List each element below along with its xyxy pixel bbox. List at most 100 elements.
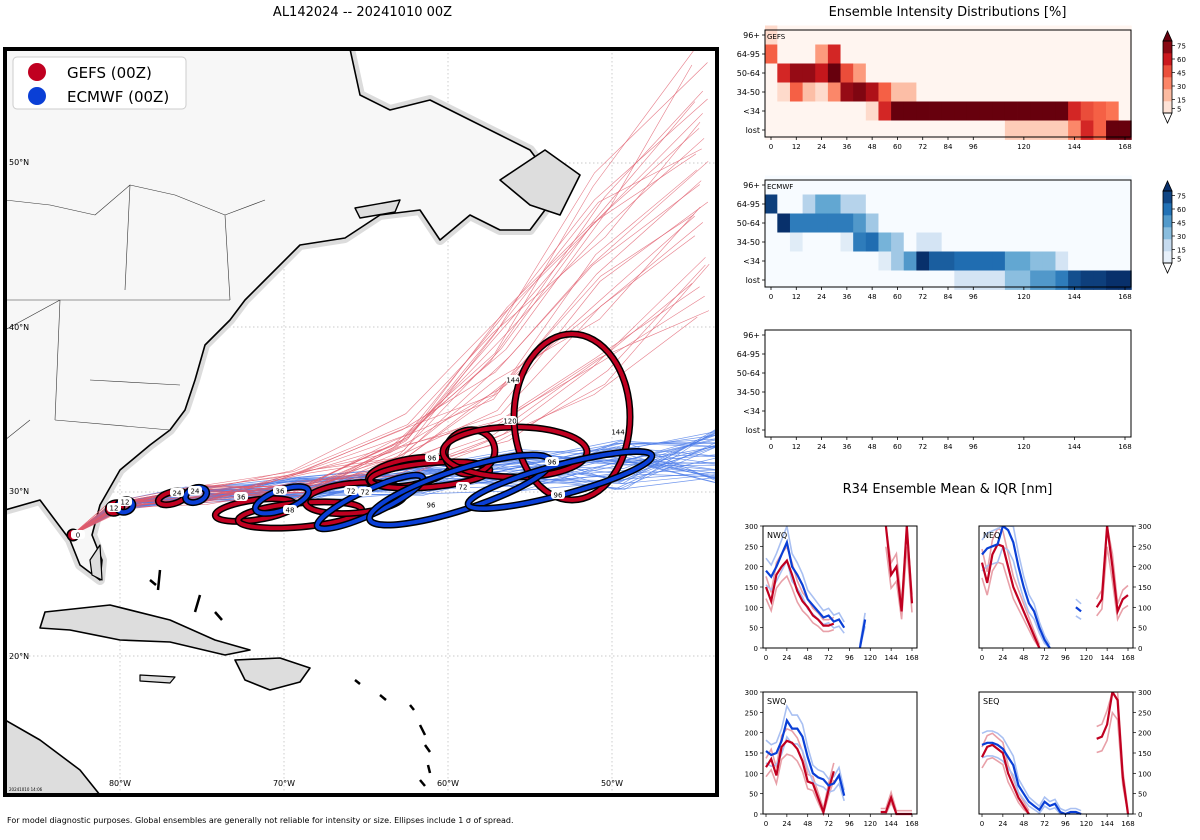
colorbar-segment xyxy=(1163,89,1172,102)
heatmap-cell xyxy=(929,175,943,195)
r34-ytick: 0 xyxy=(1138,645,1142,653)
heatmap-cell xyxy=(1106,82,1120,102)
r34-iqr-line xyxy=(880,789,912,812)
heatmap-cell xyxy=(789,213,804,233)
heatmap-cell xyxy=(941,82,955,102)
heatmap-xtick: 84 xyxy=(944,293,953,301)
heatmap-ylabel: lost xyxy=(746,276,760,285)
colorbar-tick: 15 xyxy=(1177,97,1186,105)
r34-gefs-mean-line xyxy=(981,743,1030,815)
heatmap-xtick: 36 xyxy=(842,443,851,451)
heatmap-cell xyxy=(916,82,930,102)
heatmap-cell xyxy=(1093,251,1107,271)
svg-text:0: 0 xyxy=(76,532,80,540)
heatmap-cell xyxy=(802,175,816,195)
r34-xtick: 144 xyxy=(884,820,898,828)
heatmap-cell xyxy=(1042,44,1056,64)
r34-iqr-line xyxy=(981,756,1030,815)
r34-ytick: 100 xyxy=(1138,770,1151,778)
heatmap-cell xyxy=(1017,101,1031,121)
heatmap-cell xyxy=(878,120,892,140)
map-legend: GEFS (00Z) ECMWF (00Z) xyxy=(12,56,187,110)
heatmap-cell xyxy=(1106,270,1120,290)
r34-ytick: 150 xyxy=(745,584,758,592)
heatmap-cell xyxy=(853,44,867,64)
r34-ytick: 300 xyxy=(1138,523,1151,531)
heatmap-xtick: 48 xyxy=(868,143,877,151)
heatmap-cell xyxy=(1055,25,1069,45)
heatmap-cell xyxy=(840,44,854,64)
heatmap-cell xyxy=(765,270,778,290)
r34-ytick: 50 xyxy=(1138,625,1147,633)
heatmap-cell xyxy=(941,175,955,195)
colorbar-tick: 5 xyxy=(1177,256,1181,264)
intensity-title: Ensemble Intensity Distributions [%] xyxy=(828,5,1067,20)
heatmap-cell xyxy=(827,25,841,45)
r34-xtick: 24 xyxy=(782,820,791,828)
heatmap-cell xyxy=(891,101,905,121)
heatmap-cell xyxy=(827,194,841,214)
heatmap-cell xyxy=(1030,120,1044,140)
r34-ecmwf-mean-line xyxy=(765,717,846,796)
heatmap-cell xyxy=(1093,101,1107,121)
r34-xtick: 144 xyxy=(1100,654,1114,662)
svg-text:24: 24 xyxy=(173,490,182,498)
heatmap-cell xyxy=(1055,44,1069,64)
r34-xtick: 24 xyxy=(998,820,1007,828)
r34-xtick: 120 xyxy=(864,654,877,662)
heatmap-cell xyxy=(1004,25,1018,45)
heatmap-ylabel: 34-50 xyxy=(737,388,760,397)
heatmap-xtick: 60 xyxy=(893,443,902,451)
r34-panel: SWQ 0 50 100 150 200 250 300 0 24 48 72 96 120 144 168 xyxy=(745,676,919,828)
heatmap-cell xyxy=(954,270,968,290)
heatmap-cell xyxy=(802,213,816,233)
heatmap-cell xyxy=(1042,213,1056,233)
heatmap-cell xyxy=(865,175,879,195)
heatmap-cell xyxy=(1080,175,1094,195)
r34-ytick: 50 xyxy=(1138,791,1147,799)
heatmap-cell xyxy=(1017,232,1031,252)
heatmap-cell xyxy=(878,44,892,64)
colorbar-tick: 5 xyxy=(1177,106,1181,114)
heatmap-xtick: 0 xyxy=(769,293,773,301)
heatmap-cell xyxy=(1055,82,1069,102)
heatmap-cell xyxy=(1017,120,1031,140)
colorbar-tick: 75 xyxy=(1177,43,1186,51)
heatmap-cell xyxy=(941,101,955,121)
r34-iqr-line xyxy=(885,546,913,620)
heatmap-cell xyxy=(929,120,943,140)
heatmap-cell xyxy=(815,82,829,102)
heatmap-cell xyxy=(815,270,829,290)
heatmap-cell xyxy=(802,232,816,252)
heatmap-cell xyxy=(777,194,791,214)
gefs-hour-label: 36 xyxy=(234,492,248,502)
r34-ecmwf-mean-line xyxy=(981,741,1082,816)
heatmap-cell xyxy=(827,101,841,121)
heatmap-xtick: 144 xyxy=(1068,443,1082,451)
heatmap-cell xyxy=(853,270,867,290)
gefs-hour-label: 144 xyxy=(611,427,625,437)
colorbar-tick: 30 xyxy=(1177,233,1186,241)
heatmap-cell xyxy=(777,270,791,290)
heatmap-cell xyxy=(765,101,778,121)
heatmap-cell xyxy=(1055,194,1069,214)
colorbar-tick: 30 xyxy=(1177,83,1186,91)
colorbar-min-arrow xyxy=(1162,262,1173,274)
heatmap-cell xyxy=(1093,213,1107,233)
heatmap-xtick: 120 xyxy=(1017,143,1030,151)
heatmap-xtick: 24 xyxy=(817,143,826,151)
heatmap-cell xyxy=(765,232,778,252)
heatmap-cell xyxy=(1118,44,1132,64)
r34-xtick: 120 xyxy=(1080,820,1093,828)
heatmap-cell xyxy=(878,25,892,45)
heatmap-cell xyxy=(853,120,867,140)
svg-text:36: 36 xyxy=(237,494,246,502)
heatmap-cell xyxy=(992,251,1006,271)
colorbar-tick: 15 xyxy=(1177,247,1186,255)
heatmap-cell xyxy=(916,120,930,140)
heatmap-cell xyxy=(1106,213,1120,233)
heatmap-cell xyxy=(840,232,854,252)
heatmap-xtick: 0 xyxy=(769,143,773,151)
heatmap-cell xyxy=(827,175,841,195)
heatmap-cell xyxy=(777,44,791,64)
